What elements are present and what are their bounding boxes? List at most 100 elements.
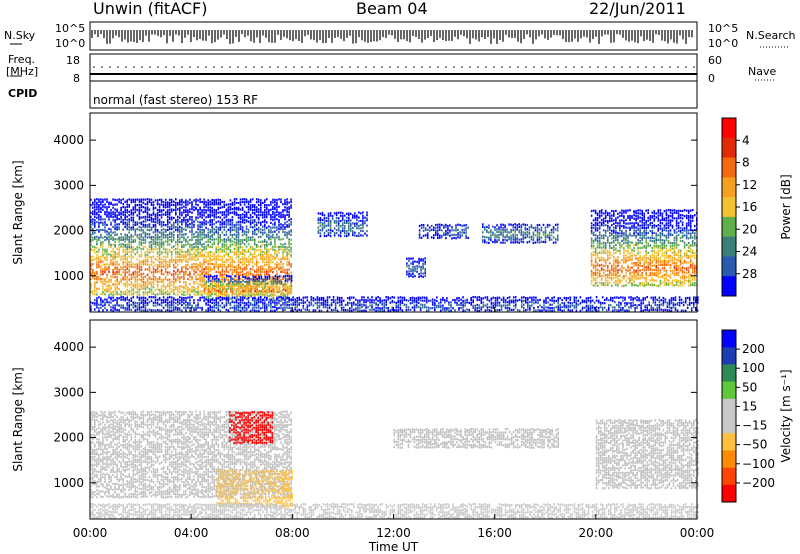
power-cell-6 xyxy=(600,263,603,266)
power-cell-1 xyxy=(290,287,293,290)
power-cell-6 xyxy=(611,229,613,232)
power-cell-2 xyxy=(346,235,348,238)
power-cell-0 xyxy=(166,264,169,267)
power-cell-0 xyxy=(173,221,175,224)
power-cell-0 xyxy=(124,240,126,243)
power-cell-0 xyxy=(215,199,217,202)
power-cell-0 xyxy=(191,290,193,293)
power-cell-4 xyxy=(518,229,520,232)
power-cell-4 xyxy=(530,226,533,229)
power-cell-6 xyxy=(661,218,664,222)
power-cell-6 xyxy=(675,219,678,223)
power-cell-0 xyxy=(154,240,157,243)
power-cell-0 xyxy=(268,213,270,216)
power-cell-6 xyxy=(663,273,666,277)
power-cell-6 xyxy=(594,284,597,287)
power-cell-0 xyxy=(168,265,171,268)
power-cell-2 xyxy=(329,212,332,215)
power-cell-6 xyxy=(621,212,623,215)
power-cell-0 xyxy=(284,250,286,253)
power-cell-0 xyxy=(136,283,139,286)
power-cell-0 xyxy=(288,249,290,252)
power-cell-6 xyxy=(657,253,660,256)
power-cell-2 xyxy=(348,219,350,222)
power-cell-6 xyxy=(655,212,658,215)
power-cell-0 xyxy=(257,198,260,201)
power-cell-0 xyxy=(284,216,286,219)
power-cell-0 xyxy=(116,223,118,226)
power-cell-1 xyxy=(226,290,228,293)
power-cell-6 xyxy=(687,284,690,287)
power-cell-0 xyxy=(243,233,246,236)
power-cell-6 xyxy=(609,220,611,223)
power-cell-0 xyxy=(160,263,163,266)
power-cell-0 xyxy=(94,219,96,222)
power-cell-0 xyxy=(213,215,215,218)
power-cell-7 xyxy=(116,299,118,302)
power-cell-0 xyxy=(203,206,205,209)
power-cell-6 xyxy=(641,226,643,229)
power-cell-6 xyxy=(615,266,617,269)
power-cell-6 xyxy=(653,249,656,252)
power-cell-0 xyxy=(179,225,181,228)
power-cell-0 xyxy=(290,271,292,274)
power-cell-0 xyxy=(96,253,98,257)
power-cell-0 xyxy=(152,280,155,284)
power-cell-2 xyxy=(335,214,338,217)
power-cell-6 xyxy=(653,219,656,222)
power-cell-4 xyxy=(544,234,547,237)
power-cell-0 xyxy=(148,255,151,258)
power-cell-0 xyxy=(177,221,179,224)
power-cell-0 xyxy=(233,198,236,201)
power-cell-0 xyxy=(179,272,181,275)
power-cell-0 xyxy=(142,293,145,296)
power-cell-0 xyxy=(209,214,211,217)
power-cell-6 xyxy=(683,274,686,277)
power-cell-0 xyxy=(138,213,141,216)
power-cell-0 xyxy=(255,201,258,204)
power-cell-6 xyxy=(669,263,672,267)
power-cell-0 xyxy=(90,244,92,247)
power-cell-0 xyxy=(209,219,211,222)
power-cell-0 xyxy=(233,224,236,227)
power-cell-5 xyxy=(412,260,414,263)
power-cell-0 xyxy=(179,208,181,212)
power-cell-6 xyxy=(643,231,645,234)
power-cell-0 xyxy=(245,260,248,263)
power-cell-0 xyxy=(160,292,163,295)
power-cell-2 xyxy=(317,231,320,234)
power-cell-0 xyxy=(118,226,120,229)
power-cell-0 xyxy=(231,259,234,262)
power-cell-0 xyxy=(160,225,163,228)
power-cell-0 xyxy=(158,288,161,291)
power-cell-6 xyxy=(604,252,607,255)
power-cell-6 xyxy=(594,229,597,232)
power-cell-0 xyxy=(215,225,217,229)
power-cell-0 xyxy=(118,282,120,286)
power-cell-0 xyxy=(284,214,286,217)
power-cell-6 xyxy=(633,224,635,227)
power-cell-0 xyxy=(166,203,169,206)
power-cell-0 xyxy=(160,220,163,223)
power-cell-6 xyxy=(647,224,649,227)
power-cell-1 xyxy=(268,298,271,301)
power-cell-0 xyxy=(166,223,169,226)
power-cell-6 xyxy=(675,267,678,270)
power-cell-0 xyxy=(173,285,175,288)
power-cell-0 xyxy=(262,231,264,234)
power-cell-0 xyxy=(195,238,197,242)
power-cell-2 xyxy=(339,214,342,217)
power-cell-0 xyxy=(235,238,238,241)
power-cell-5 xyxy=(424,274,426,278)
power-cell-0 xyxy=(225,233,228,236)
power-cell-6 xyxy=(659,239,662,242)
power-cell-0 xyxy=(243,203,246,206)
power-cell-0 xyxy=(213,201,215,204)
power-cell-6 xyxy=(665,214,668,217)
power-cell-0 xyxy=(221,239,224,242)
power-cell-0 xyxy=(134,204,137,207)
power-cell-0 xyxy=(144,283,147,286)
power-cell-6 xyxy=(633,244,635,247)
power-cell-6 xyxy=(667,219,670,222)
power-cell-6 xyxy=(611,272,613,275)
